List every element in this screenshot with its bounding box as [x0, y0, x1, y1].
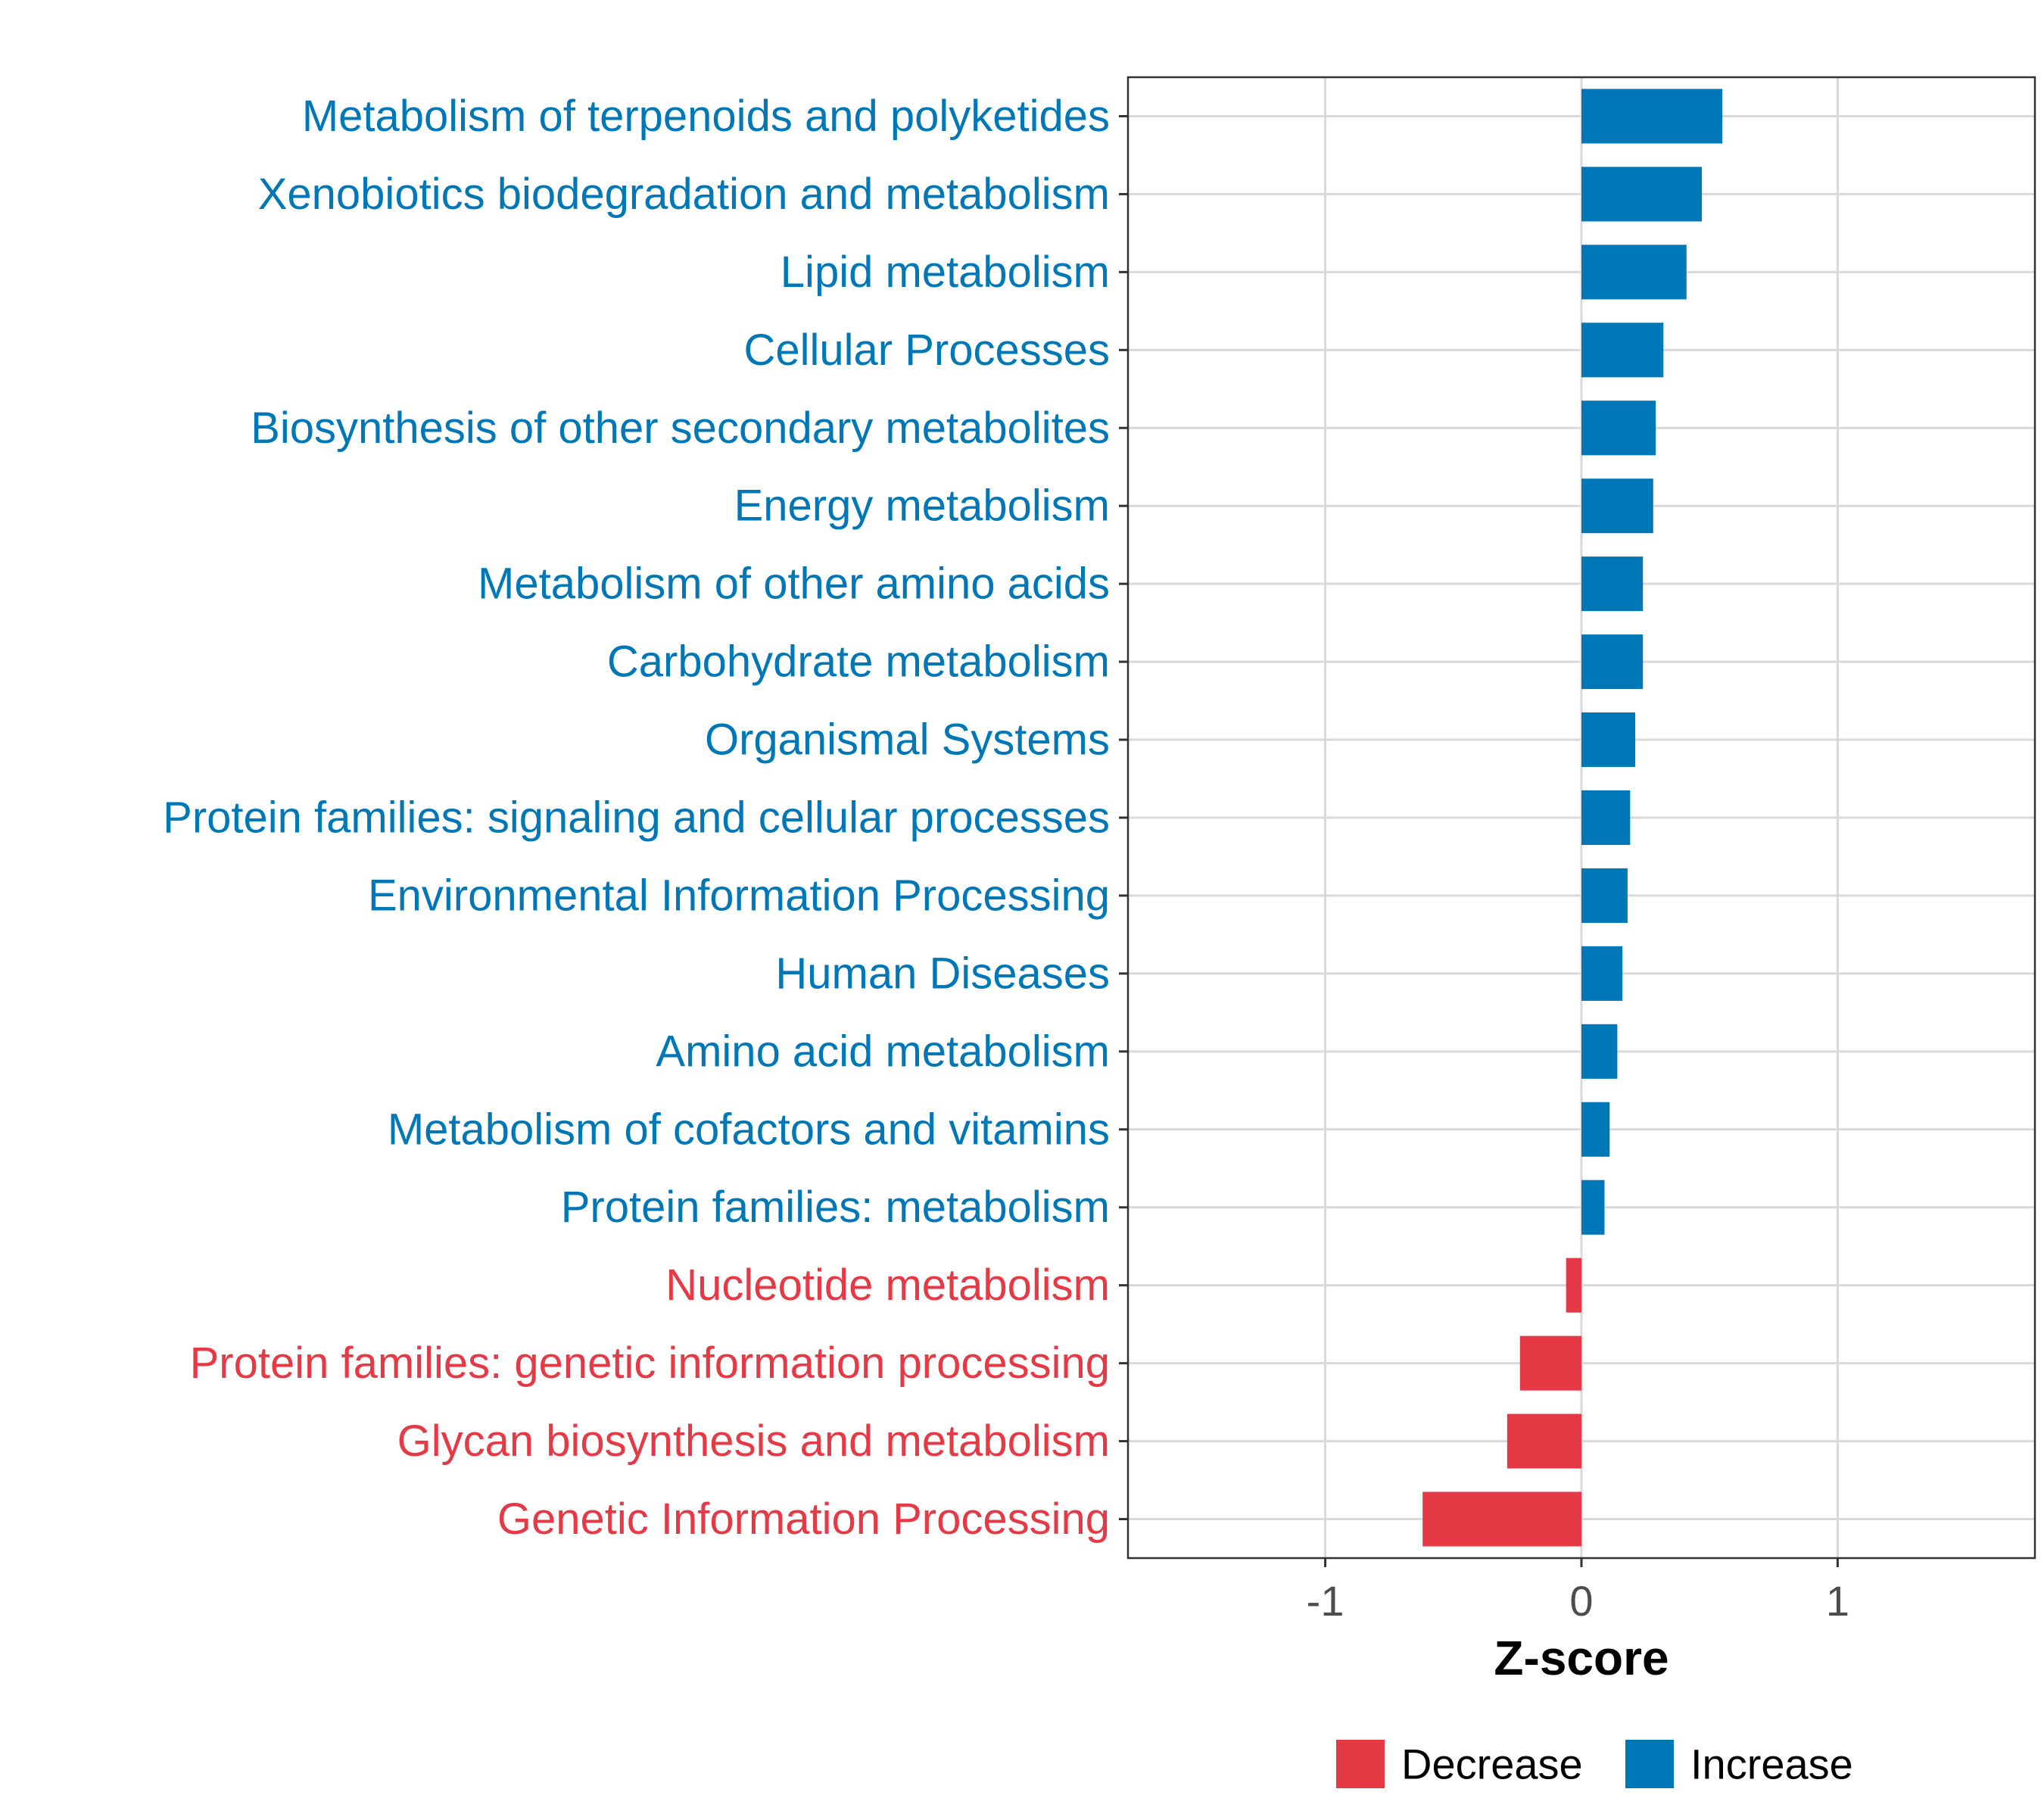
y-axis-category-labels: Metabolism of terpenoids and polyketides… [163, 92, 1110, 1544]
bar-17 [1507, 1413, 1581, 1469]
legend-label-increase: Increase [1690, 1741, 1853, 1788]
category-label: Biosynthesis of other secondary metaboli… [251, 404, 1110, 453]
category-label: Lipid metabolism [781, 248, 1110, 297]
bar-7 [1581, 634, 1644, 690]
category-label: Energy metabolism [734, 482, 1110, 531]
bar-14 [1581, 1180, 1605, 1235]
x-tick-label: -1 [1307, 1577, 1344, 1625]
category-label: Glycan biosynthesis and metabolism [397, 1417, 1110, 1466]
bar-4 [1581, 400, 1656, 456]
bar-2 [1581, 245, 1687, 300]
bar-5 [1581, 478, 1653, 534]
category-label: Metabolism of other amino acids [478, 559, 1110, 609]
category-label: Xenobiotics biodegradation and metabolis… [258, 170, 1110, 219]
bar-6 [1581, 556, 1644, 612]
bar-layer [1422, 89, 1723, 1547]
x-tick-label: 0 [1569, 1577, 1593, 1625]
category-label: Protein families: signaling and cellular… [163, 793, 1110, 843]
bar-12 [1581, 1024, 1618, 1079]
bar-3 [1581, 323, 1664, 378]
bar-0 [1581, 89, 1723, 144]
category-label: Amino acid metabolism [656, 1027, 1110, 1076]
category-label: Environmental Information Processing [368, 871, 1110, 920]
category-label: Genetic Information Processing [497, 1494, 1110, 1544]
category-label: Organismal Systems [705, 715, 1110, 765]
bar-18 [1422, 1491, 1581, 1547]
bar-1 [1581, 167, 1703, 222]
category-label: Human Diseases [775, 949, 1110, 998]
y-axis-ticks [1119, 114, 1128, 1521]
legend-swatch-decrease [1336, 1740, 1385, 1788]
legend-swatch-increase [1625, 1740, 1674, 1788]
legend: Decrease Increase [1336, 1740, 1853, 1788]
category-label: Carbohydrate metabolism [607, 637, 1110, 687]
bar-15 [1566, 1258, 1581, 1313]
bar-10 [1581, 868, 1628, 923]
bar-16 [1519, 1335, 1581, 1391]
category-label: Metabolism of cofactors and vitamins [388, 1105, 1110, 1154]
bar-13 [1581, 1102, 1610, 1157]
x-axis-title: Z-score [1494, 1631, 1669, 1685]
category-label: Protein families: metabolism [561, 1183, 1110, 1232]
category-label: Cellular Processes [743, 326, 1110, 375]
category-label: Nucleotide metabolism [665, 1261, 1110, 1310]
category-label: Protein families: genetic information pr… [190, 1339, 1110, 1388]
category-label: Metabolism of terpenoids and polyketides [302, 92, 1110, 141]
x-axis-ticks: -1 0 1 [1307, 1558, 1849, 1625]
legend-label-decrease: Decrease [1401, 1741, 1583, 1788]
bar-9 [1581, 790, 1631, 846]
bar-8 [1581, 712, 1636, 768]
bar-11 [1581, 946, 1623, 1001]
x-tick-label: 1 [1826, 1577, 1849, 1625]
